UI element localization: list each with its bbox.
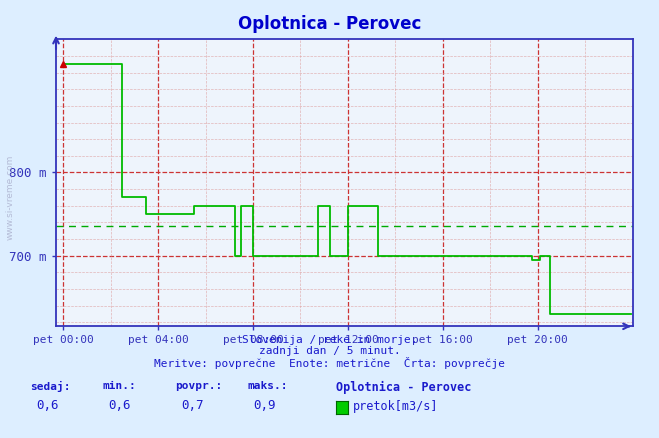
Text: zadnji dan / 5 minut.: zadnji dan / 5 minut. xyxy=(258,346,401,356)
Text: 0,6: 0,6 xyxy=(36,399,59,412)
Text: 0,9: 0,9 xyxy=(254,399,276,412)
Text: maks.:: maks.: xyxy=(247,381,287,391)
Text: 0,7: 0,7 xyxy=(181,399,204,412)
Text: sedaj:: sedaj: xyxy=(30,381,70,392)
Text: www.si-vreme.com: www.si-vreme.com xyxy=(5,155,14,240)
Text: Oplotnica - Perovec: Oplotnica - Perovec xyxy=(238,15,421,33)
Text: Slovenija / reke in morje.: Slovenija / reke in morje. xyxy=(242,335,417,345)
Text: pretok[m3/s]: pretok[m3/s] xyxy=(353,400,438,413)
Text: povpr.:: povpr.: xyxy=(175,381,222,391)
Text: Meritve: povprečne  Enote: metrične  Črta: povprečje: Meritve: povprečne Enote: metrične Črta:… xyxy=(154,357,505,369)
Text: min.:: min.: xyxy=(102,381,136,391)
Text: Oplotnica - Perovec: Oplotnica - Perovec xyxy=(336,381,471,394)
Text: 0,6: 0,6 xyxy=(109,399,131,412)
